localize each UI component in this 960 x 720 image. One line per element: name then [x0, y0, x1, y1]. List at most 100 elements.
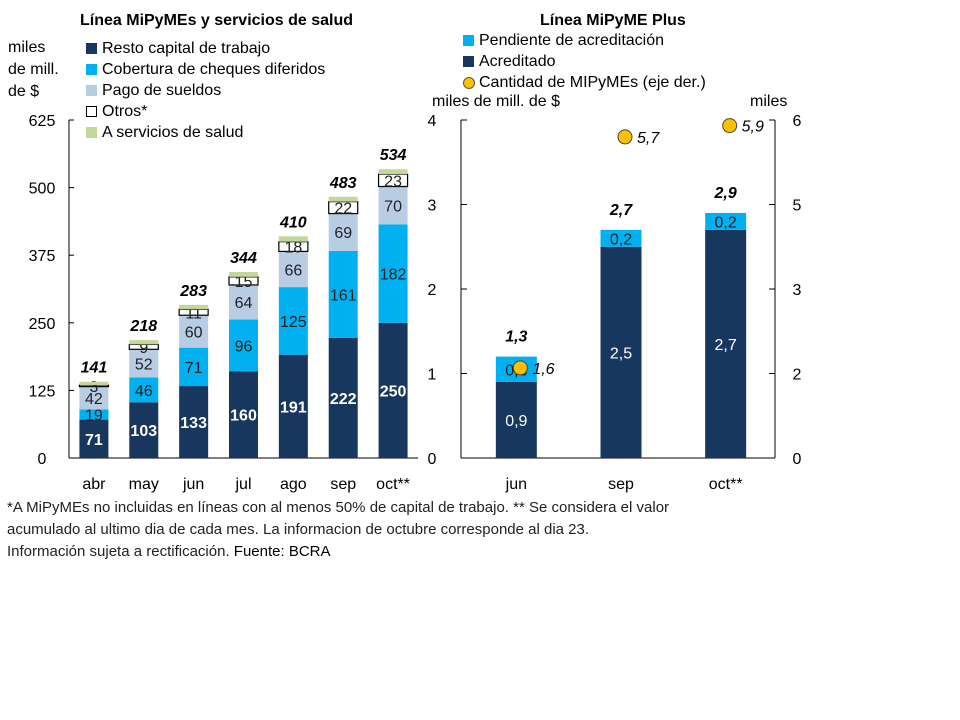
bar-segment-acreditado [495, 381, 537, 458]
data-label-cheques: 161 [330, 287, 357, 304]
legend-item-acreditado: Acreditado [463, 51, 706, 72]
legend-item-sueldos: Pago de sueldos [86, 80, 325, 101]
bar-segment-resto [229, 371, 258, 458]
data-label-resto: 222 [330, 391, 357, 408]
bar-segment-otros [128, 343, 159, 350]
data-label-cheques: 46 [135, 383, 153, 400]
data-label-cheques: 96 [235, 339, 253, 356]
bar-segment-cheques [328, 250, 358, 338]
y-tick-label: 125 [29, 383, 56, 400]
y2-tick-label: 6 [793, 113, 802, 130]
data-label-sueldos: 64 [235, 295, 253, 312]
scatter-label: 5,9 [742, 119, 764, 136]
bar-segment-resto [278, 354, 308, 458]
data-label-sueldos: 52 [135, 356, 153, 373]
bar-segment-cheques [79, 409, 109, 420]
bar-segment-pendiente [600, 229, 642, 247]
total-label: 410 [279, 214, 307, 231]
legend-swatch-acreditado [463, 56, 474, 67]
total-label: 2,7 [609, 202, 633, 219]
bar-segment-salud [79, 381, 109, 385]
footnote-line-1: *A MiPyMEs no incluidas en líneas con al… [7, 499, 670, 516]
data-label-otros: 22 [334, 201, 352, 218]
y-tick-label: 4 [428, 113, 437, 130]
total-label: 2,9 [714, 185, 737, 202]
footnote: *A MiPyMEs no incluidas en líneas con al… [7, 497, 669, 563]
x-tick-label: jul [234, 476, 251, 493]
y-tick-label: 250 [29, 316, 56, 333]
legend-label: Otros* [102, 103, 148, 120]
bar-segment-pendiente [705, 212, 747, 230]
scatter-label: 1,6 [532, 361, 554, 378]
bar-segment-cheques [129, 377, 159, 403]
left-chart-title: Línea MiPyMEs y servicios de salud [80, 12, 353, 29]
bar-segment-acreditado [600, 246, 642, 458]
bar-segment-sueldos [129, 349, 159, 378]
data-label-resto: 71 [85, 432, 103, 449]
bar-segment-cheques [229, 319, 258, 372]
footnote-line-3: Información sujeta a rectificación. Fuen… [7, 541, 669, 563]
data-label-otros: 11 [185, 305, 202, 322]
y2-tick-label: 0 [793, 451, 802, 468]
y2-tick-label: 3 [793, 282, 802, 299]
left-unit-line: miles [8, 39, 46, 56]
y-tick-label: 625 [29, 113, 56, 130]
legend-swatch-sueldos [86, 85, 97, 96]
x-tick-label: oct** [376, 476, 410, 493]
bar-segment-salud [229, 271, 258, 277]
bar-segment-resto [129, 402, 159, 458]
data-label-acreditado: 2,5 [610, 345, 632, 362]
data-label-cheques: 125 [280, 314, 307, 331]
legend-label: Pendiente de acreditación [479, 32, 665, 49]
legend-label: Resto capital de trabajo [102, 40, 271, 57]
scatter-point [722, 118, 738, 134]
left-y-unit: miles de mill. de $ [8, 37, 59, 103]
y2-tick-label: 5 [793, 198, 802, 215]
x-tick-label: jun [182, 476, 204, 493]
data-label-otros: 18 [284, 240, 302, 257]
legend-label: A servicios de salud [102, 124, 244, 141]
bar-segment-resto [79, 419, 109, 458]
data-label-cheques: 182 [380, 267, 407, 284]
legend-item-resto: Resto capital de trabajo [86, 38, 325, 59]
left-unit-line: de $ [8, 83, 40, 100]
data-label-resto: 191 [280, 399, 307, 416]
data-label-cheques: 71 [185, 360, 203, 377]
bar-segment-resto [328, 337, 358, 458]
footnote-source: Fuente: BCRA [233, 543, 331, 560]
data-label-acreditado: 2,7 [715, 337, 737, 354]
bar-segment-salud [378, 169, 408, 175]
y-tick-label: 2 [428, 282, 437, 299]
data-label-cheques: 19 [85, 407, 103, 424]
data-label-sueldos: 70 [384, 198, 402, 215]
left-legend: Resto capital de trabajo Cobertura de ch… [86, 38, 325, 143]
bar-segment-cheques [179, 347, 209, 387]
legend-label: Cobertura de cheques diferidos [102, 61, 326, 78]
bar-segment-sueldos [278, 251, 308, 288]
bar-segment-sueldos [179, 315, 209, 348]
legend-label: Acreditado [479, 53, 556, 70]
data-label-pendiente: 0,2 [715, 214, 737, 231]
data-label-otros: 15 [235, 274, 253, 291]
data-label-otros: 3 [89, 379, 98, 396]
legend-item-otros: Otros* [86, 101, 325, 122]
right-y-unit-right: miles [750, 93, 788, 110]
y-tick-label: 0 [38, 451, 47, 468]
total-label: 483 [329, 175, 357, 192]
x-tick-label: oct** [709, 476, 743, 493]
data-label-sueldos: 69 [334, 225, 352, 242]
footnote-line-2: acumulado al ultimo dia de cada mes. La … [7, 521, 590, 538]
legend-label: Cantidad de MIPyMEs (eje der.) [479, 74, 706, 91]
legend-label: Pago de sueldos [102, 82, 222, 99]
data-label-sueldos: 66 [284, 262, 302, 279]
legend-item-salud: A servicios de salud [86, 122, 325, 143]
scatter-point [512, 360, 528, 376]
x-tick-label: jun [505, 476, 527, 493]
data-label-acreditado: 0,9 [505, 413, 527, 430]
legend-swatch-otros [86, 106, 97, 117]
bar-segment-acreditado [705, 229, 747, 458]
y-tick-label: 375 [29, 248, 56, 265]
legend-swatch-pendiente [463, 35, 474, 46]
